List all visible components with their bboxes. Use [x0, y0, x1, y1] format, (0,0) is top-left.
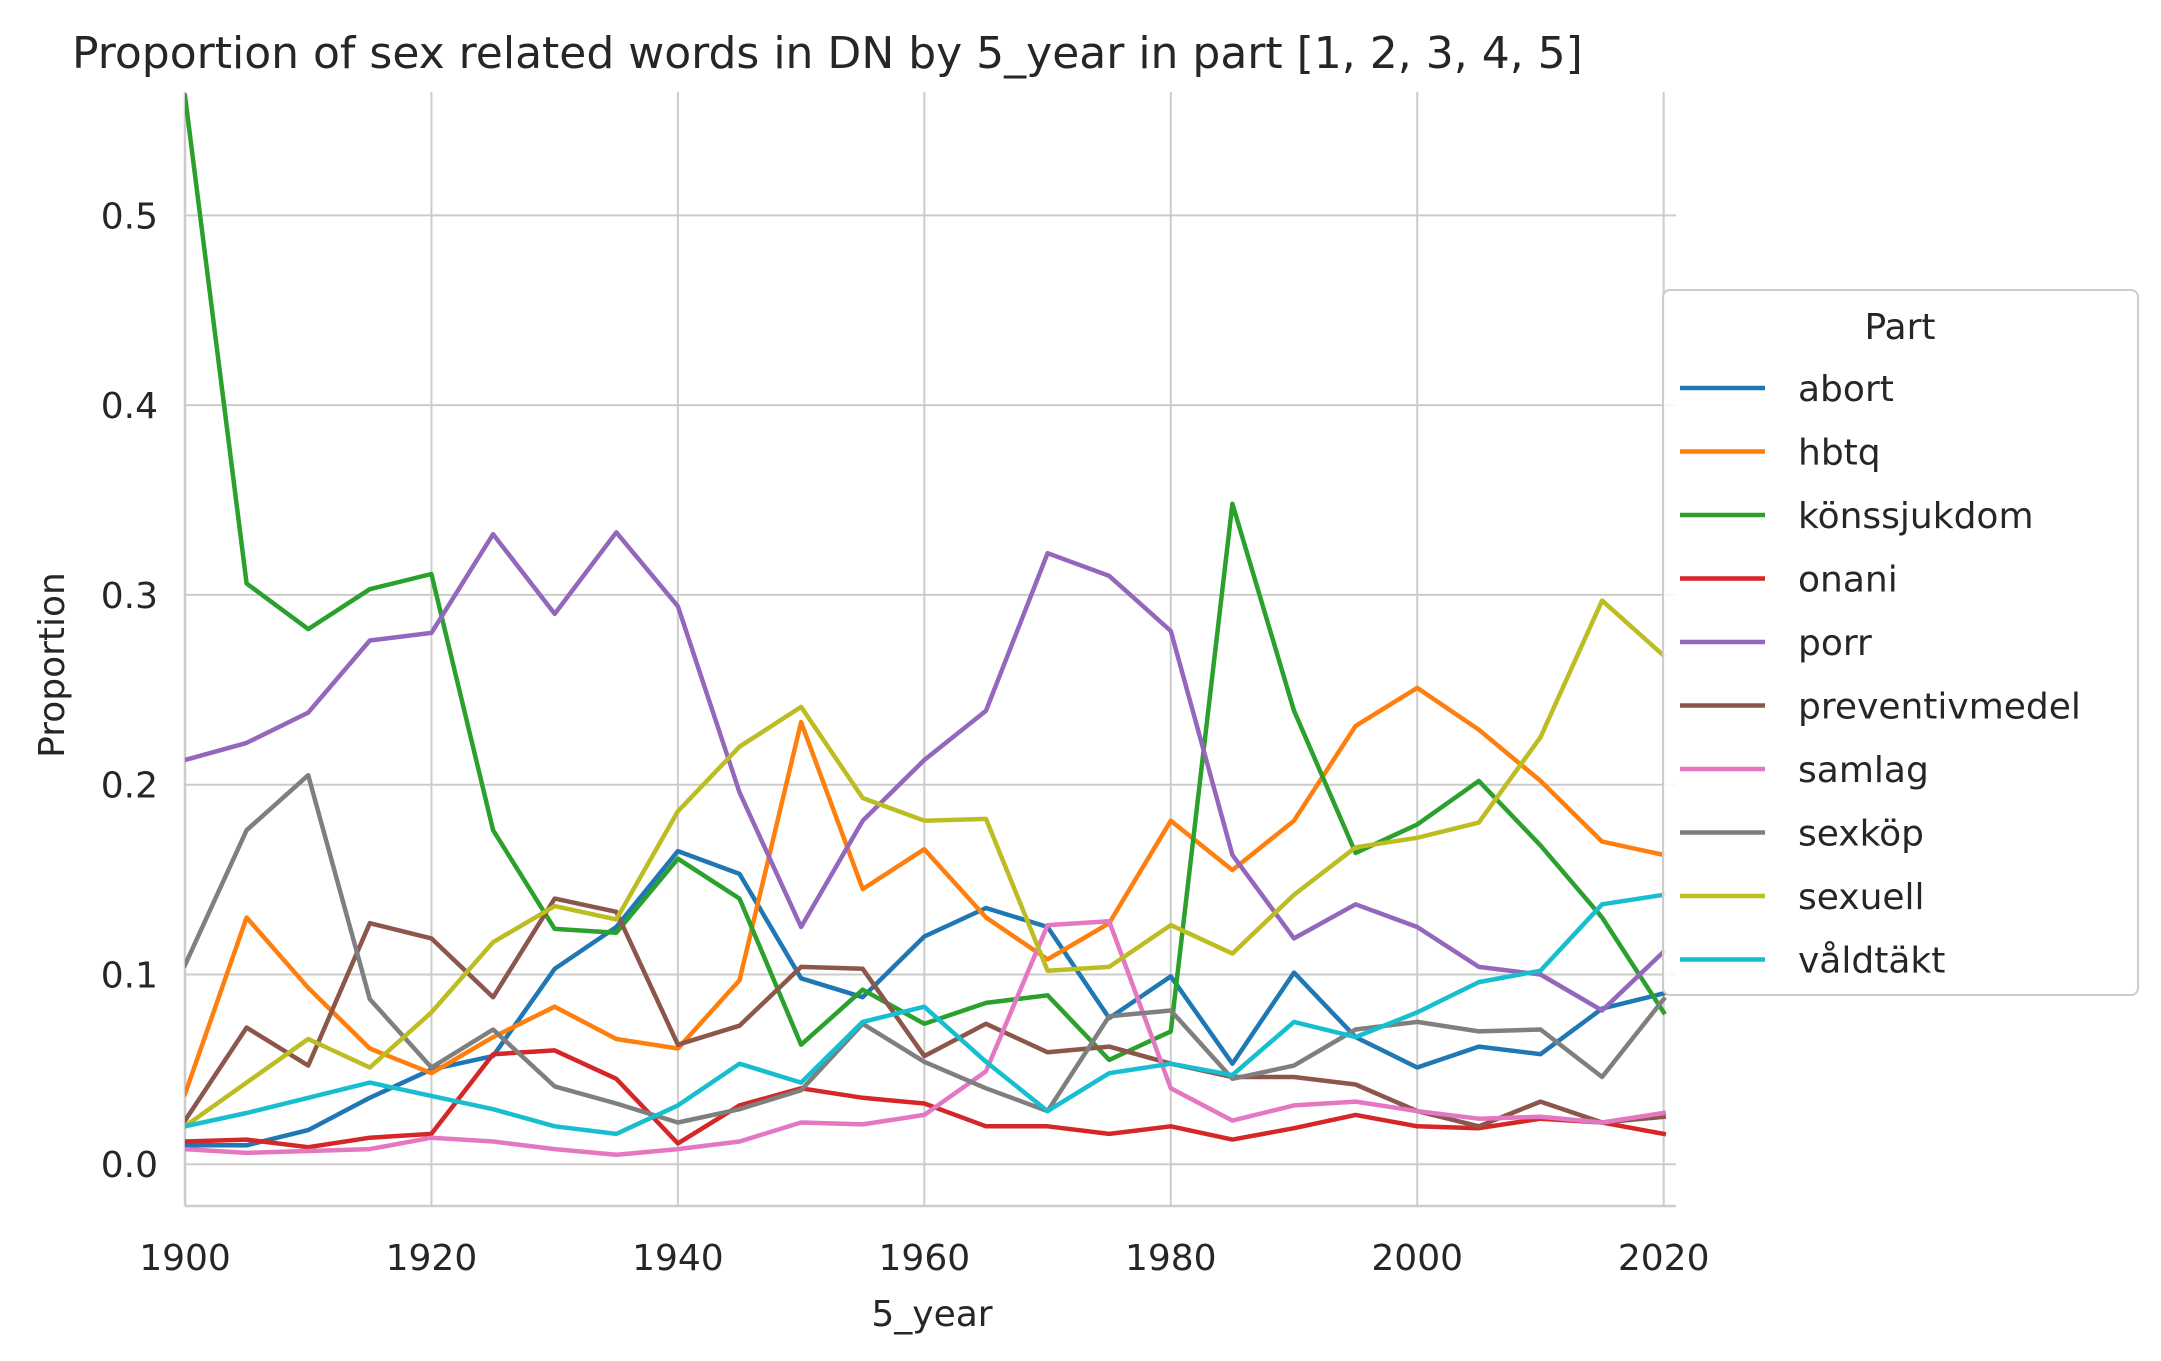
x-tick-label: 2000 — [1371, 1238, 1463, 1279]
y-axis-label: Proportion — [32, 572, 73, 758]
y-tick-label: 0.1 — [101, 955, 158, 996]
legend-label-porr: porr — [1798, 623, 1872, 664]
series-line-våldtäkt — [185, 892, 1667, 1137]
series-line-könssjukdom — [185, 93, 1667, 1063]
x-axis-label: 5_year — [871, 1294, 992, 1335]
series-line-porr — [185, 530, 1667, 1013]
legend-label-samlag: samlag — [1798, 750, 1929, 791]
legend: Part abort hbtq könssjukdom onani porr preven… — [1662, 289, 2139, 996]
axes — [183, 92, 1676, 1208]
series-line-onani — [185, 1048, 1667, 1150]
tick-labels: 1900 1920 1940 1960 1980 2000 2020 0.0 0.1 0.2 0.3… — [101, 196, 1710, 1279]
y-tick-label: 0.3 — [101, 576, 158, 617]
legend-frame — [1662, 289, 2139, 996]
legend-items: abort hbtq könssjukdom onani porr preventivme… — [1680, 369, 2081, 982]
legend-label-abort: abort — [1798, 369, 1894, 410]
legend-label-sexköp: sexköp — [1798, 814, 1924, 855]
x-tick-label: 2020 — [1618, 1238, 1710, 1279]
x-tick-label: 1920 — [386, 1238, 478, 1279]
legend-label-preventivmedel: preventivmedel — [1798, 687, 2081, 728]
legend-title: Part — [1864, 307, 1935, 348]
y-tick-label: 0.5 — [101, 196, 158, 237]
legend-label-sexuell: sexuell — [1798, 877, 1925, 918]
x-tick-label: 1980 — [1125, 1238, 1217, 1279]
x-tick-label: 1900 — [139, 1238, 231, 1279]
y-tick-label: 0.0 — [101, 1145, 158, 1186]
series-line-samlag — [185, 919, 1667, 1158]
series-line-hbtq — [185, 685, 1667, 1097]
series-line-sexköp — [185, 772, 1667, 1125]
legend-label-hbtq: hbtq — [1798, 433, 1881, 474]
series-lines — [185, 93, 1667, 1158]
y-tick-label: 0.2 — [101, 766, 158, 807]
x-tick-label: 1940 — [632, 1238, 724, 1279]
y-tick-label: 0.4 — [101, 386, 158, 427]
legend-label-könssjukdom: könssjukdom — [1798, 496, 2034, 537]
grid — [184, 92, 1676, 1206]
x-tick-label: 1960 — [879, 1238, 971, 1279]
series-line-sexuell — [185, 598, 1667, 1130]
legend-label-våldtäkt: våldtäkt — [1798, 941, 1945, 982]
legend-label-onani: onani — [1798, 560, 1898, 601]
chart-title: Proportion of sex related words in DN by… — [72, 28, 1583, 79]
